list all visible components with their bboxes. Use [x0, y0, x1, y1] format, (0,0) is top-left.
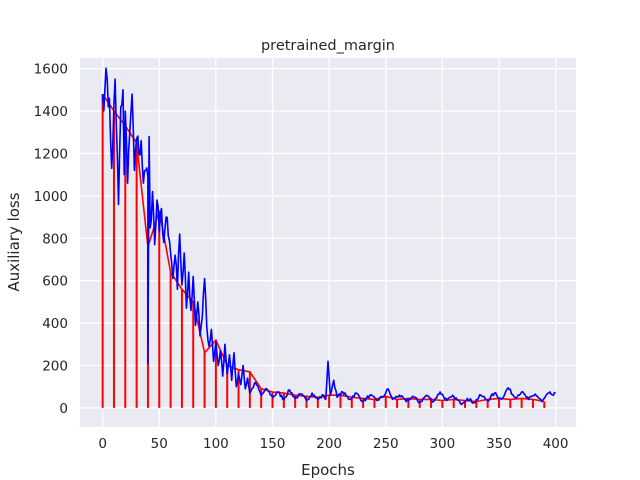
y-tick-label: 1600: [34, 62, 68, 78]
y-axis-label: Auxiliary loss: [5, 192, 23, 291]
y-tick-label: 1000: [34, 189, 68, 205]
x-tick-label: 300: [429, 436, 455, 452]
x-tick-label: 150: [260, 436, 286, 452]
y-tick-label: 200: [42, 359, 68, 375]
loss-line: [101, 67, 556, 406]
series-layer: [101, 67, 556, 408]
x-tick-label: 100: [203, 436, 229, 452]
x-axis-label: Epochs: [301, 461, 355, 479]
tick-labels: 0 50 100 150 200 250 300 350 400 0 200 400 600 800 100…: [34, 62, 569, 452]
x-tick-label: 50: [151, 436, 168, 452]
y-tick-label: 800: [42, 231, 68, 247]
y-tick-label: 1200: [34, 146, 68, 162]
y-tick-label: 600: [42, 274, 68, 290]
x-tick-label: 200: [316, 436, 342, 452]
y-tick-label: 0: [59, 401, 68, 417]
x-tick-label: 400: [543, 436, 569, 452]
chart-title: pretrained_margin: [261, 38, 395, 54]
x-tick-label: 0: [98, 436, 107, 452]
x-tick-label: 250: [373, 436, 399, 452]
x-tick-label: 350: [486, 436, 512, 452]
plot-area: [80, 58, 576, 427]
y-tick-label: 400: [42, 316, 68, 332]
y-tick-label: 1400: [34, 104, 68, 120]
